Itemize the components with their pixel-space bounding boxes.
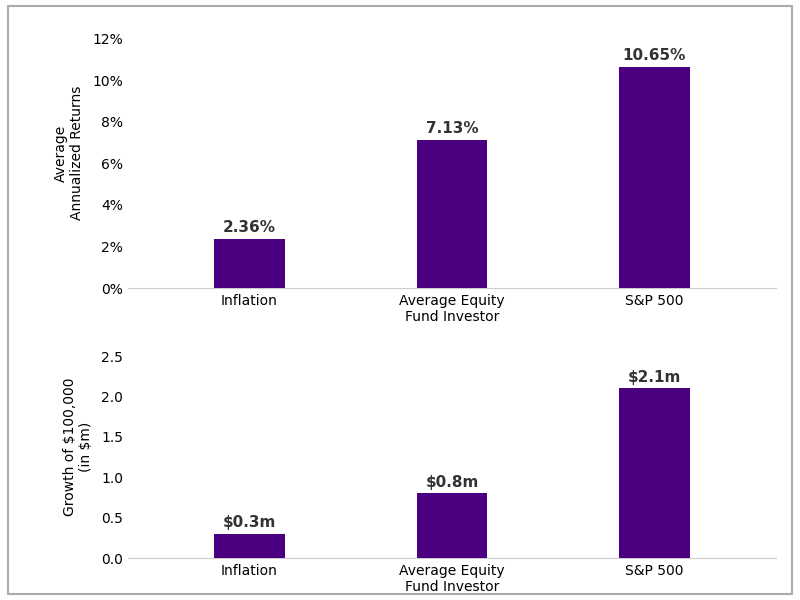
- Bar: [417, 493, 487, 558]
- Bar: [214, 239, 285, 288]
- Text: 7.13%: 7.13%: [426, 121, 478, 136]
- Bar: [619, 67, 690, 288]
- Bar: [417, 140, 487, 288]
- Text: $0.8m: $0.8m: [426, 475, 478, 490]
- Y-axis label: Average
Annualized Returns: Average Annualized Returns: [54, 86, 84, 220]
- Bar: [214, 534, 285, 558]
- Text: 10.65%: 10.65%: [623, 48, 686, 63]
- Text: $0.3m: $0.3m: [223, 515, 276, 530]
- Bar: [619, 388, 690, 558]
- Y-axis label: Growth of $100,000
(in $m): Growth of $100,000 (in $m): [62, 378, 93, 516]
- Text: $2.1m: $2.1m: [628, 370, 681, 385]
- Text: 2.36%: 2.36%: [223, 220, 276, 235]
